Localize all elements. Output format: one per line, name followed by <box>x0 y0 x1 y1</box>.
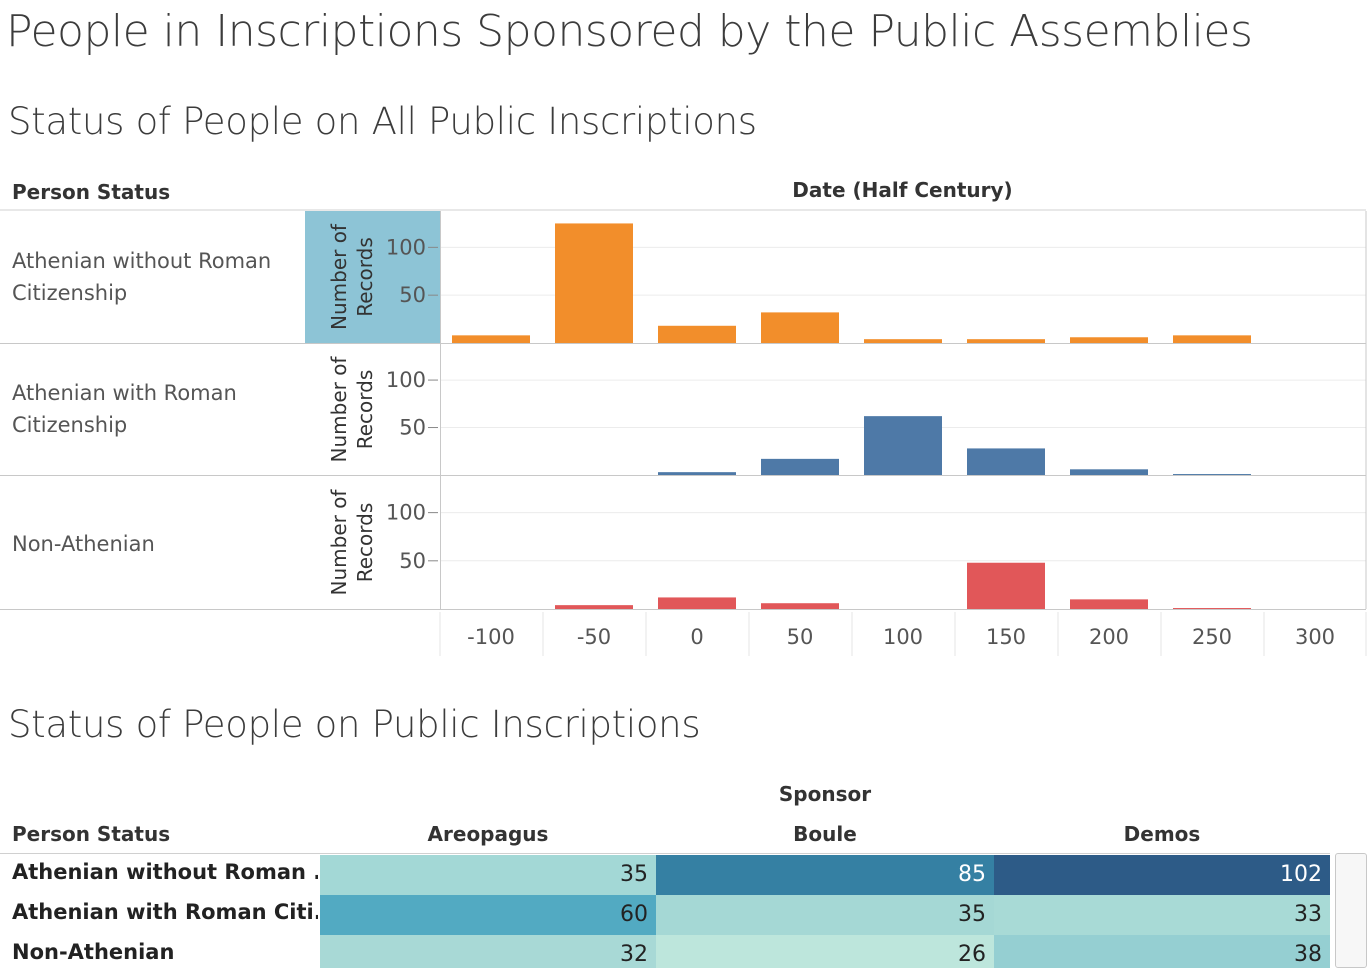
x-tick-label: 200 <box>1089 625 1129 649</box>
table-row-header: Person Status <box>12 822 171 846</box>
y-axis-title: Number of Records <box>327 489 377 596</box>
y-axis-title-line1: Number of <box>327 489 351 596</box>
bar <box>658 325 736 343</box>
heatmap-cell: 38 <box>994 935 1330 968</box>
table-row-label: Non-Athenian <box>12 940 175 964</box>
column-header: Areopagus <box>427 822 549 846</box>
bar <box>658 472 736 475</box>
y-tick-label: 50 <box>399 283 426 307</box>
top-chart-title: Status of People on All Public Inscripti… <box>8 100 757 143</box>
heatmap-cell: 85 <box>656 855 994 895</box>
row-label: Athenian with Roman Citizenship <box>12 381 237 437</box>
column-header: Boule <box>793 822 857 846</box>
y-axis-title: Number of Records <box>327 223 377 330</box>
heatmap-cell: 102 <box>994 855 1330 895</box>
table-scrollbar[interactable] <box>1335 853 1367 968</box>
bar <box>555 605 633 609</box>
bar <box>658 597 736 609</box>
y-tick-label: 50 <box>399 549 426 573</box>
y-axis-title-line2: Records <box>353 237 377 317</box>
heatmap-cell: 33 <box>994 895 1330 935</box>
y-axis-title-line2: Records <box>353 503 377 583</box>
y-tick-label: 100 <box>386 501 426 525</box>
y-axis-title-line2: Records <box>353 370 377 450</box>
bar <box>1173 608 1251 609</box>
y-axis-title-line1: Number of <box>327 223 351 330</box>
table-title: Status of People on Public Inscriptions <box>8 703 701 746</box>
x-tick-label: 250 <box>1192 625 1232 649</box>
row-label: Non-Athenian <box>12 532 155 556</box>
heatmap-cell: 35 <box>656 895 994 935</box>
dashboard-title: People in Inscriptions Sponsored by the … <box>6 6 1253 57</box>
x-tick-label: -50 <box>577 625 611 649</box>
bar <box>452 335 530 343</box>
y-tick-label: 100 <box>386 235 426 259</box>
column-header: Demos <box>1123 822 1201 846</box>
bar <box>761 458 839 475</box>
y-axis-title: Number of Records <box>327 356 377 463</box>
x-tick-label: 150 <box>986 625 1026 649</box>
heatmap-cell: 32 <box>320 935 656 968</box>
y-tick-label: 100 <box>386 368 426 392</box>
y-tick-label: 50 <box>399 416 426 440</box>
bar <box>1070 599 1148 609</box>
heatmap-cell: 35 <box>320 855 656 895</box>
bar <box>967 562 1045 609</box>
axis-highlight <box>305 211 440 343</box>
bar <box>967 448 1045 475</box>
table-row-label: Athenian without Roman .. <box>12 860 318 884</box>
bar <box>1173 335 1251 343</box>
bar <box>555 223 633 343</box>
bar <box>761 312 839 343</box>
sponsor-header: Sponsor <box>778 782 872 806</box>
table-divider <box>0 853 1330 854</box>
table-row-label: Athenian with Roman Citi.. <box>12 900 318 924</box>
x-tick-label: 50 <box>787 625 814 649</box>
heatmap-cell: 60 <box>320 895 656 935</box>
bar <box>1173 474 1251 475</box>
bar <box>1070 337 1148 343</box>
bar <box>1070 469 1148 475</box>
x-tick-label: 0 <box>690 625 703 649</box>
person-status-header: Person Status <box>12 180 171 204</box>
x-tick-label: 300 <box>1295 625 1335 649</box>
date-column-header: Date (Half Century) <box>792 178 1013 202</box>
x-tick-label: -100 <box>467 625 515 649</box>
bar <box>967 339 1045 343</box>
bar <box>864 416 942 475</box>
bar <box>864 339 942 343</box>
y-axis-title-line1: Number of <box>327 356 351 463</box>
row-label: Athenian without Roman Citizenship <box>12 249 272 305</box>
x-tick-label: 100 <box>883 625 923 649</box>
bar <box>761 603 839 609</box>
heatmap-cell: 26 <box>656 935 994 968</box>
